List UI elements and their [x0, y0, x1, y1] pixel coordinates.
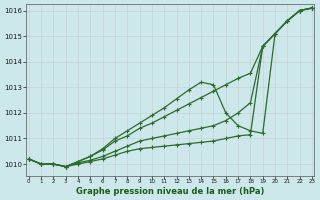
- X-axis label: Graphe pression niveau de la mer (hPa): Graphe pression niveau de la mer (hPa): [76, 187, 265, 196]
